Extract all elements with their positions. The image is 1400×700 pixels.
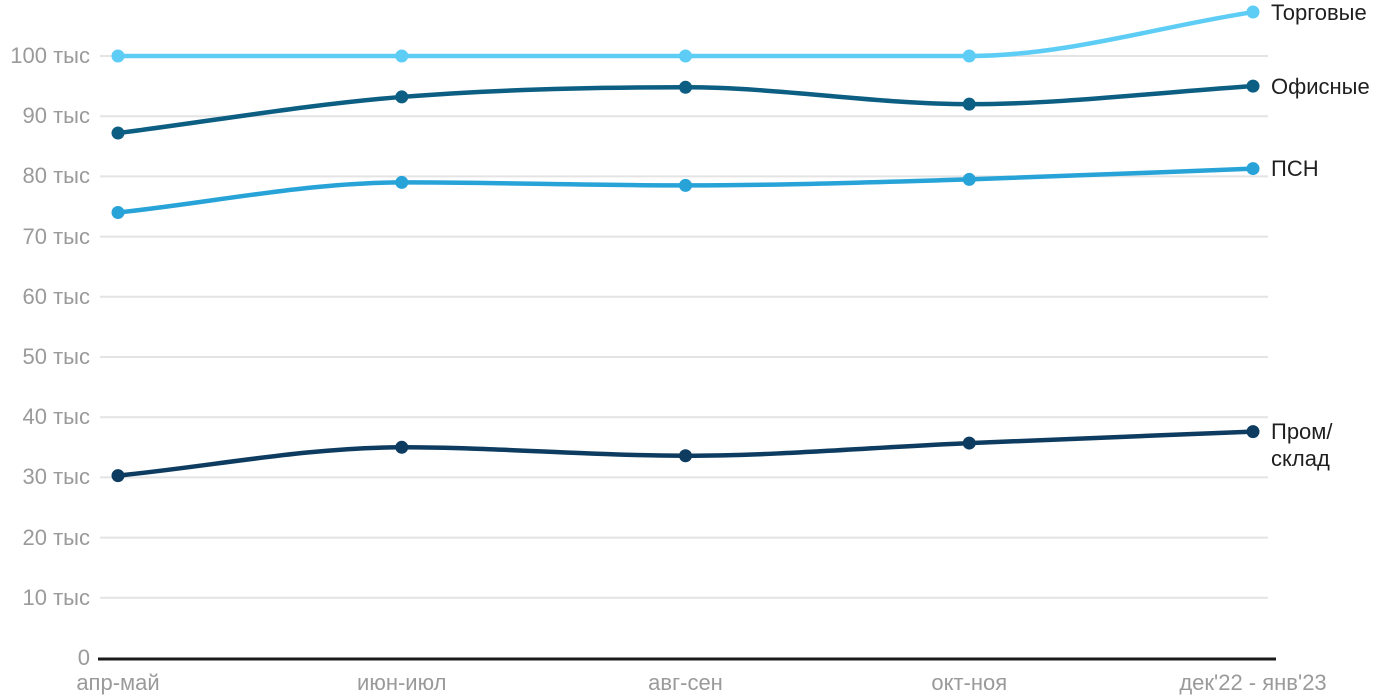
data-point-torgovye-4[interactable]: [1246, 5, 1260, 19]
data-point-ofisnye-4[interactable]: [1246, 79, 1260, 93]
data-point-psn-0[interactable]: [111, 206, 125, 220]
data-point-torgovye-1[interactable]: [395, 49, 409, 63]
data-point-torgovye-0[interactable]: [111, 49, 125, 63]
x-tick-oct-nov: окт-ноя: [931, 670, 1008, 695]
data-point-ofisnye-3[interactable]: [962, 97, 976, 111]
data-point-ofisnye-2[interactable]: [679, 80, 692, 94]
y-tick-100: 100 тыс: [10, 43, 90, 68]
data-point-torgovye-3[interactable]: [962, 49, 976, 63]
y-tick-90: 90 тыс: [22, 103, 90, 129]
data-point-psn-3[interactable]: [962, 172, 976, 186]
y-tick-60: 60 тыс: [22, 283, 90, 309]
x-tick-aug-sep: авг-сен: [648, 670, 723, 695]
data-point-ofisnye-0[interactable]: [111, 126, 125, 140]
y-tick-50: 50 тыс: [22, 344, 90, 369]
series-label-ofisnye: Офисные: [1271, 73, 1370, 99]
data-point-psn-2[interactable]: [679, 178, 692, 192]
data-point-prom-sklad-3[interactable]: [962, 436, 976, 450]
y-tick-20: 20 тыс: [22, 524, 90, 550]
series-line-torgovye: [115, 9, 1256, 59]
data-point-psn-4[interactable]: [1246, 162, 1260, 176]
y-tick-0: 0: [77, 645, 90, 670]
data-point-prom-sklad-1[interactable]: [395, 440, 409, 454]
data-point-prom-sklad-4[interactable]: [1246, 425, 1260, 439]
data-point-prom-sklad-2[interactable]: [679, 449, 692, 463]
x-tick-apr-may: апр-май: [76, 670, 160, 695]
y-tick-30: 30 тыс: [22, 464, 90, 490]
data-point-prom-sklad-0[interactable]: [111, 469, 125, 483]
series-label-psn: ПСН: [1271, 156, 1319, 182]
x-tick-dec22-jan23: дек'22 - янв'23: [1179, 670, 1327, 695]
data-point-psn-1[interactable]: [395, 175, 409, 189]
series-label-torgovye: Торговые: [1271, 0, 1367, 25]
y-tick-70: 70 тыс: [22, 223, 90, 249]
y-tick-40: 40 тыс: [22, 404, 90, 430]
series-label-prom-sklad: Пром/ склад: [1271, 419, 1333, 472]
x-tick-jun-jul: июн-июл: [357, 670, 447, 695]
data-point-torgovye-2[interactable]: [679, 49, 692, 63]
y-tick-10: 10 тыс: [22, 584, 90, 610]
data-point-ofisnye-1[interactable]: [395, 90, 409, 104]
y-tick-80: 80 тыс: [22, 163, 90, 189]
